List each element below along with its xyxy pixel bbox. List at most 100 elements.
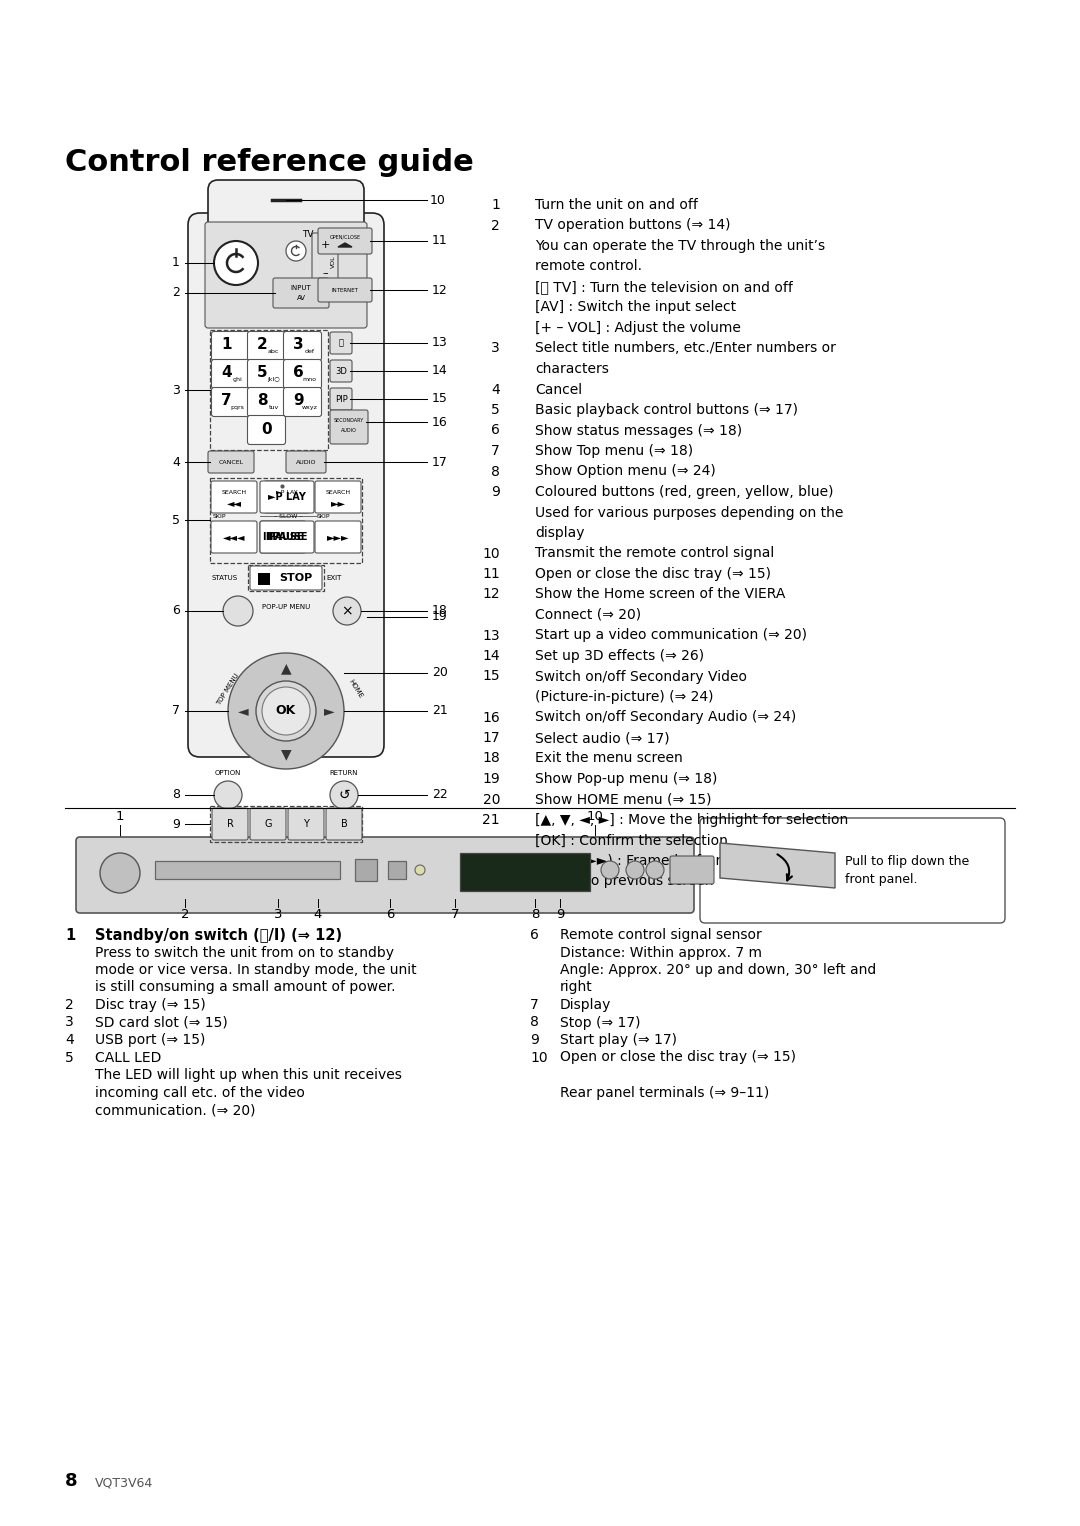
- Text: ▲: ▲: [281, 661, 292, 674]
- FancyBboxPatch shape: [211, 520, 257, 552]
- Text: 7: 7: [530, 998, 539, 1012]
- Text: Control reference guide: Control reference guide: [65, 148, 474, 177]
- Text: 9: 9: [556, 908, 564, 922]
- FancyBboxPatch shape: [249, 807, 286, 839]
- Text: VQT3V64: VQT3V64: [95, 1476, 153, 1489]
- Text: EXIT: EXIT: [326, 575, 341, 581]
- Text: SECONDARY: SECONDARY: [334, 418, 364, 423]
- Text: 15: 15: [432, 392, 448, 406]
- Text: Basic playback control buttons (⇒ 17): Basic playback control buttons (⇒ 17): [535, 403, 798, 417]
- Text: 4: 4: [221, 365, 232, 380]
- Text: INPUT: INPUT: [291, 285, 311, 291]
- Text: AV: AV: [297, 295, 306, 301]
- FancyBboxPatch shape: [312, 233, 338, 291]
- Text: 4: 4: [314, 908, 322, 922]
- Text: Pull to flip down the: Pull to flip down the: [845, 855, 969, 868]
- Text: 13: 13: [432, 337, 448, 349]
- FancyBboxPatch shape: [212, 807, 248, 839]
- Text: 11: 11: [432, 235, 448, 247]
- Text: 16: 16: [483, 711, 500, 725]
- Text: 13: 13: [483, 629, 500, 642]
- Text: Ⓢ: Ⓢ: [338, 339, 343, 348]
- Text: Angle: Approx. 20° up and down, 30° left and: Angle: Approx. 20° up and down, 30° left…: [561, 963, 876, 977]
- Text: – SLOW –: – SLOW –: [273, 514, 302, 519]
- Text: 5: 5: [491, 403, 500, 417]
- Text: right: right: [561, 981, 593, 995]
- Text: Start play (⇒ 17): Start play (⇒ 17): [561, 1033, 677, 1047]
- Text: Show the Home screen of the VIERA: Show the Home screen of the VIERA: [535, 588, 785, 601]
- Circle shape: [286, 241, 306, 261]
- Text: Show HOME menu (⇒ 15): Show HOME menu (⇒ 15): [535, 792, 712, 807]
- Text: 8: 8: [530, 1015, 539, 1030]
- FancyBboxPatch shape: [286, 452, 326, 473]
- Text: (◄◄Ⅱ)(Ⅱ►►) : Frame-by-frame (⇒ 17): (◄◄Ⅱ)(Ⅱ►►) : Frame-by-frame (⇒ 17): [535, 855, 786, 868]
- Text: VOL: VOL: [330, 256, 336, 269]
- Text: Distance: Within approx. 7 m: Distance: Within approx. 7 m: [561, 946, 762, 960]
- Text: [OK] : Confirm the selection: [OK] : Confirm the selection: [535, 833, 728, 847]
- FancyBboxPatch shape: [188, 214, 384, 757]
- FancyBboxPatch shape: [247, 331, 285, 360]
- Text: 10: 10: [586, 810, 604, 823]
- Circle shape: [600, 861, 619, 879]
- FancyBboxPatch shape: [283, 388, 322, 417]
- Text: Used for various purposes depending on the: Used for various purposes depending on t…: [535, 505, 843, 519]
- Text: 6: 6: [293, 365, 303, 380]
- Text: 2: 2: [257, 337, 268, 353]
- Text: ►: ►: [324, 703, 335, 719]
- Text: 7: 7: [221, 394, 232, 409]
- Text: –: –: [322, 269, 328, 278]
- Text: mode or vice versa. In standby mode, the unit: mode or vice versa. In standby mode, the…: [95, 963, 417, 977]
- Text: ×: ×: [341, 604, 353, 618]
- Text: Switch on/off Secondary Video: Switch on/off Secondary Video: [535, 670, 747, 684]
- FancyBboxPatch shape: [318, 227, 372, 253]
- Text: PIP: PIP: [335, 395, 348, 403]
- Text: 9: 9: [172, 818, 180, 830]
- Text: 3: 3: [294, 337, 303, 353]
- Text: 10: 10: [530, 1050, 548, 1065]
- Text: R: R: [227, 819, 233, 829]
- FancyBboxPatch shape: [273, 278, 329, 308]
- Text: 19: 19: [483, 772, 500, 786]
- Text: wxyz: wxyz: [301, 404, 318, 410]
- Text: Y: Y: [303, 819, 309, 829]
- Text: Show Top menu (⇒ 18): Show Top menu (⇒ 18): [535, 444, 693, 458]
- Text: [⏻ TV] : Turn the television on and off: [⏻ TV] : Turn the television on and off: [535, 279, 793, 295]
- Text: TOP MENU: TOP MENU: [216, 671, 241, 707]
- FancyBboxPatch shape: [247, 415, 285, 444]
- Text: 18: 18: [483, 751, 500, 766]
- Text: 17: 17: [483, 731, 500, 745]
- Text: 20: 20: [432, 667, 448, 679]
- Text: communication. (⇒ 20): communication. (⇒ 20): [95, 1103, 256, 1117]
- Text: ◄: ◄: [238, 703, 248, 719]
- Bar: [388, 861, 406, 879]
- Bar: [210, 330, 328, 450]
- Text: 1: 1: [116, 810, 124, 823]
- Text: AUDIO: AUDIO: [341, 427, 356, 432]
- FancyBboxPatch shape: [330, 360, 352, 382]
- FancyBboxPatch shape: [700, 818, 1005, 923]
- Text: TV: TV: [302, 230, 314, 240]
- Text: 3D: 3D: [335, 366, 347, 375]
- Text: 22: 22: [483, 874, 500, 888]
- Text: [▲, ▼, ◄, ►] : Move the highlight for selection: [▲, ▼, ◄, ►] : Move the highlight for se…: [535, 813, 848, 827]
- Text: 8: 8: [65, 1473, 78, 1489]
- Text: SKIP: SKIP: [318, 514, 330, 519]
- Text: 8: 8: [257, 394, 268, 409]
- Text: 7: 7: [491, 444, 500, 458]
- Text: Disc tray (⇒ 15): Disc tray (⇒ 15): [95, 998, 206, 1012]
- Text: def: def: [305, 349, 314, 354]
- Text: Open or close the disc tray (⇒ 15): Open or close the disc tray (⇒ 15): [561, 1050, 796, 1065]
- Text: jkl○: jkl○: [268, 377, 280, 382]
- Text: STOP: STOP: [280, 572, 312, 583]
- Text: 18: 18: [432, 604, 448, 618]
- Text: 8: 8: [530, 908, 539, 922]
- FancyBboxPatch shape: [212, 360, 249, 389]
- FancyBboxPatch shape: [205, 221, 367, 328]
- FancyBboxPatch shape: [260, 481, 314, 513]
- Text: 10: 10: [483, 546, 500, 560]
- Text: 20: 20: [483, 792, 500, 807]
- Text: (Picture-in-picture) (⇒ 24): (Picture-in-picture) (⇒ 24): [535, 690, 714, 703]
- Text: 1: 1: [65, 928, 76, 943]
- Circle shape: [626, 861, 644, 879]
- FancyBboxPatch shape: [260, 520, 306, 552]
